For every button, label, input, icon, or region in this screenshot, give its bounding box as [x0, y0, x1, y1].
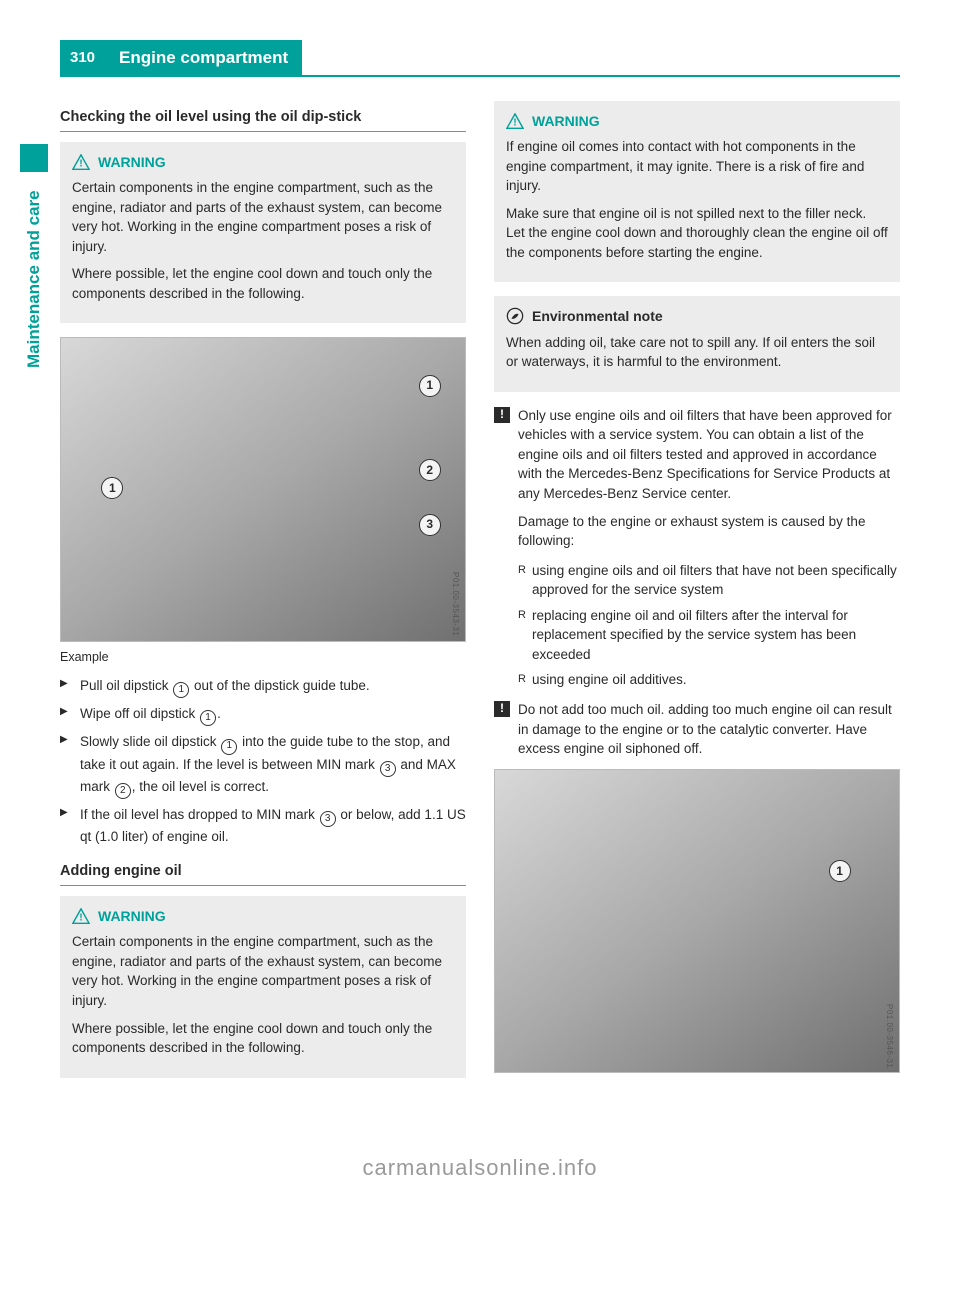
marker-1: 1 — [173, 682, 189, 698]
marker-3: 3 — [380, 761, 396, 777]
page-container: 310 Engine compartment Maintenance and c… — [0, 0, 960, 1142]
header-bar: 310 Engine compartment — [60, 40, 900, 77]
notice1-b1: using engine oils and oil filters that h… — [518, 561, 900, 600]
step-4: If the oil level has dropped to MIN mark… — [60, 805, 466, 847]
env-p1: When adding oil, take care not to spill … — [506, 333, 888, 372]
callout-1-right: 1 — [419, 375, 441, 397]
step-list: Pull oil dipstick 1 out of the dipstick … — [60, 676, 466, 847]
callout-1-left: 1 — [101, 477, 123, 499]
step-3: Slowly slide oil dipstick 1 into the gui… — [60, 732, 466, 799]
callout-2: 2 — [419, 459, 441, 481]
header-rule — [302, 75, 900, 77]
warning2-p1: Certain components in the engine compart… — [72, 932, 454, 1010]
warning-box-3: ! WARNING If engine oil comes into conta… — [494, 101, 900, 283]
notice1-b2: replacing engine oil and oil filters aft… — [518, 606, 900, 665]
content-columns: Checking the oil level using the oil dip… — [60, 101, 900, 1092]
warning-title-2: ! WARNING — [72, 906, 454, 926]
subhead-check-oil: Checking the oil level using the oil dip… — [60, 107, 466, 132]
warning-label-3: WARNING — [532, 111, 600, 131]
section-title: Engine compartment — [105, 40, 302, 77]
footer-watermark: carmanualsonline.info — [0, 1142, 960, 1204]
exclamation-icon: ! — [494, 701, 510, 717]
environment-leaf-icon — [506, 307, 524, 325]
callout-fig2-1: 1 — [829, 860, 851, 882]
warning-triangle-icon: ! — [506, 113, 524, 129]
environmental-note-box: Environmental note When adding oil, take… — [494, 296, 900, 391]
step-2: Wipe off oil dipstick 1. — [60, 704, 466, 726]
exclamation-icon: ! — [494, 407, 510, 423]
figure2-code: P01.00-3546-31 — [883, 1004, 895, 1068]
notice-2: ! Do not add too much oil. adding too mu… — [494, 700, 900, 759]
notice2-p1: Do not add too much oil. adding too much… — [518, 700, 900, 759]
svg-text:!: ! — [513, 117, 516, 128]
svg-text:!: ! — [79, 158, 82, 169]
warning3-p2: Make sure that engine oil is not spilled… — [506, 204, 888, 263]
warning1-p1: Certain components in the engine compart… — [72, 178, 454, 256]
callout-3: 3 — [419, 514, 441, 536]
step-1: Pull oil dipstick 1 out of the dipstick … — [60, 676, 466, 698]
subhead-add-oil: Adding engine oil — [60, 861, 466, 886]
warning2-p2: Where possible, let the engine cool down… — [72, 1019, 454, 1058]
figure1-caption: Example — [60, 648, 466, 666]
notice1-p1: Only use engine oils and oil filters tha… — [518, 406, 900, 504]
warning-box-2: ! WARNING Certain components in the engi… — [60, 896, 466, 1078]
notice-1: ! Only use engine oils and oil filters t… — [494, 406, 900, 551]
side-tab: Maintenance and care — [18, 144, 51, 380]
side-tab-block — [20, 144, 48, 172]
notice1-b3: using engine oil additives. — [518, 670, 900, 690]
env-note-title: Environmental note — [506, 306, 888, 326]
warning-triangle-icon: ! — [72, 908, 90, 924]
marker-3: 3 — [320, 811, 336, 827]
marker-1: 1 — [221, 739, 237, 755]
warning-title-1: ! WARNING — [72, 152, 454, 172]
warning-title-3: ! WARNING — [506, 111, 888, 131]
page-number: 310 — [60, 40, 105, 77]
marker-1: 1 — [200, 710, 216, 726]
column-right: ! WARNING If engine oil comes into conta… — [494, 101, 900, 1092]
figure-dipstick: 1 1 2 3 P01.00-3543-31 — [60, 337, 466, 642]
svg-text:!: ! — [79, 913, 82, 924]
warning3-p1: If engine oil comes into contact with ho… — [506, 137, 888, 196]
warning-box-1: ! WARNING Certain components in the engi… — [60, 142, 466, 324]
warning-label-1: WARNING — [98, 152, 166, 172]
notice1-p2: Damage to the engine or exhaust system i… — [518, 512, 900, 551]
marker-2: 2 — [115, 783, 131, 799]
warning-label-2: WARNING — [98, 906, 166, 926]
column-left: Checking the oil level using the oil dip… — [60, 101, 466, 1092]
warning1-p2: Where possible, let the engine cool down… — [72, 264, 454, 303]
figure-oil-cap: 1 P01.00-3546-31 — [494, 769, 900, 1074]
side-tab-label: Maintenance and care — [18, 178, 51, 380]
env-note-label: Environmental note — [532, 306, 663, 326]
figure1-code: P01.00-3543-31 — [449, 572, 461, 636]
warning-triangle-icon: ! — [72, 154, 90, 170]
notice1-bullets: using engine oils and oil filters that h… — [494, 561, 900, 690]
